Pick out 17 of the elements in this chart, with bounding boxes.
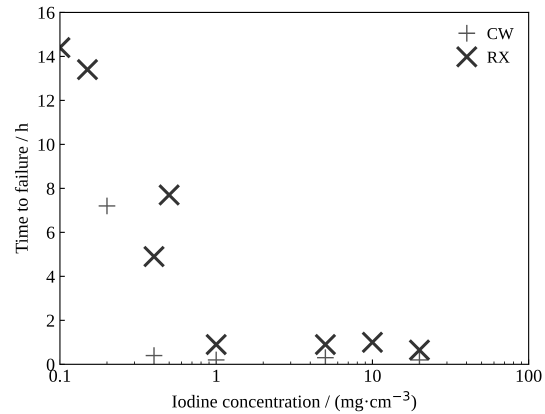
x-tick-label: 10 (364, 370, 381, 382)
y-tick-label: 12 (38, 94, 54, 107)
y-tick-label: 6 (46, 226, 55, 239)
x-axis-title: Iodine concentration / (mg·cm$^{−3}$) (172, 391, 416, 412)
y-tick-label: 10 (38, 138, 54, 151)
y-tick-label: 0 (46, 358, 54, 371)
legend-label: RX (487, 52, 510, 63)
y-tick-label: 2 (46, 314, 54, 327)
y-tick-label: 16 (38, 6, 55, 19)
y-axis-title: Time to failure / h (14, 123, 28, 254)
x-tick-label: 1 (213, 370, 220, 382)
x-tick-label: 0.1 (49, 370, 70, 382)
x-tick-label: 100 (516, 370, 542, 382)
y-tick-label: 14 (38, 50, 55, 63)
legend-label: CW (487, 28, 514, 40)
y-tick-label: 8 (46, 182, 54, 195)
y-tick-label: 4 (46, 270, 55, 283)
